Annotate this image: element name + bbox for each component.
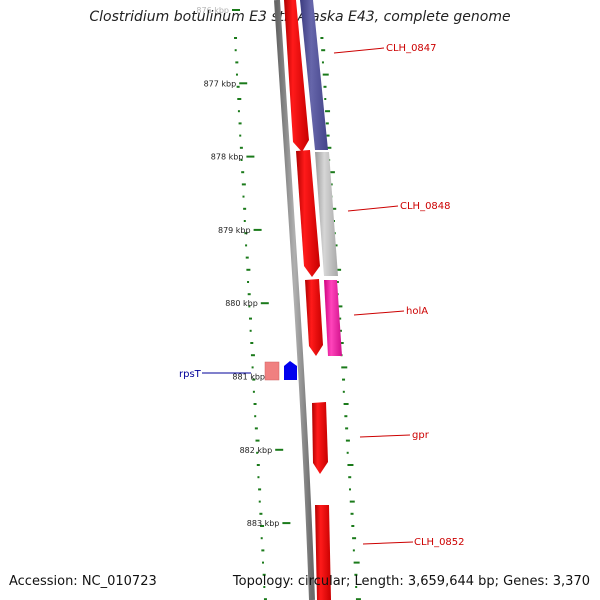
feature-gray[interactable] — [315, 152, 338, 276]
cds-CLH_0847[interactable] — [284, 0, 309, 152]
cds-holA[interactable] — [305, 279, 323, 356]
trna-feature[interactable] — [284, 361, 297, 380]
cds-CLH_0852[interactable] — [315, 505, 331, 600]
cds-rpsT[interactable] — [264, 361, 280, 381]
gc-ticks-left — [234, 37, 267, 600]
kbp-tick-label: 877 kbp — [204, 79, 237, 88]
cds-gpr[interactable] — [312, 402, 328, 474]
kbp-tick-label: 883 kbp — [247, 519, 280, 528]
accession-text: Accession: NC_010723 — [9, 574, 157, 589]
leader-CLH_0848 — [347, 205, 399, 212]
gene-label-holA[interactable]: holA — [406, 306, 428, 317]
leader-gpr — [359, 434, 411, 438]
kbp-tick-label: 881 kbp — [232, 373, 265, 382]
kbp-tick-label: 878 kbp — [211, 153, 244, 162]
leader-CLH_0847 — [333, 47, 385, 54]
feature-pink[interactable] — [324, 280, 342, 356]
cds-CLH_0848[interactable] — [296, 150, 320, 277]
gene-label-gpr[interactable]: gpr — [412, 430, 430, 441]
gene-label-CLH_0847[interactable]: CLH_0847 — [386, 43, 437, 54]
feature-purple[interactable] — [300, 0, 328, 150]
map-title: Clostridium botulinum E3 str. Alaska E43… — [89, 9, 511, 25]
kbp-tick-label: 882 kbp — [240, 446, 273, 455]
kbp-tick-label: 880 kbp — [225, 299, 258, 308]
kbp-scale: 876 kbp 877 kbp 878 kbp 879 kbp 880 kbp 881 k… — [196, 6, 291, 528]
gene-label-rpsT[interactable]: rpsT — [179, 369, 202, 380]
leader-CLH_0852 — [362, 541, 414, 545]
kbp-tick-label: 879 kbp — [218, 226, 251, 235]
gene-label-CLH_0848[interactable]: CLH_0848 — [400, 201, 451, 212]
kbp-tick-label: 876 kbp — [196, 6, 229, 15]
gene-label-CLH_0852[interactable]: CLH_0852 — [414, 537, 465, 548]
leader-holA — [353, 310, 405, 316]
genome-summary: Topology: circular; Length: 3,659,644 bp… — [232, 574, 590, 589]
genome-backbone — [274, 0, 315, 600]
